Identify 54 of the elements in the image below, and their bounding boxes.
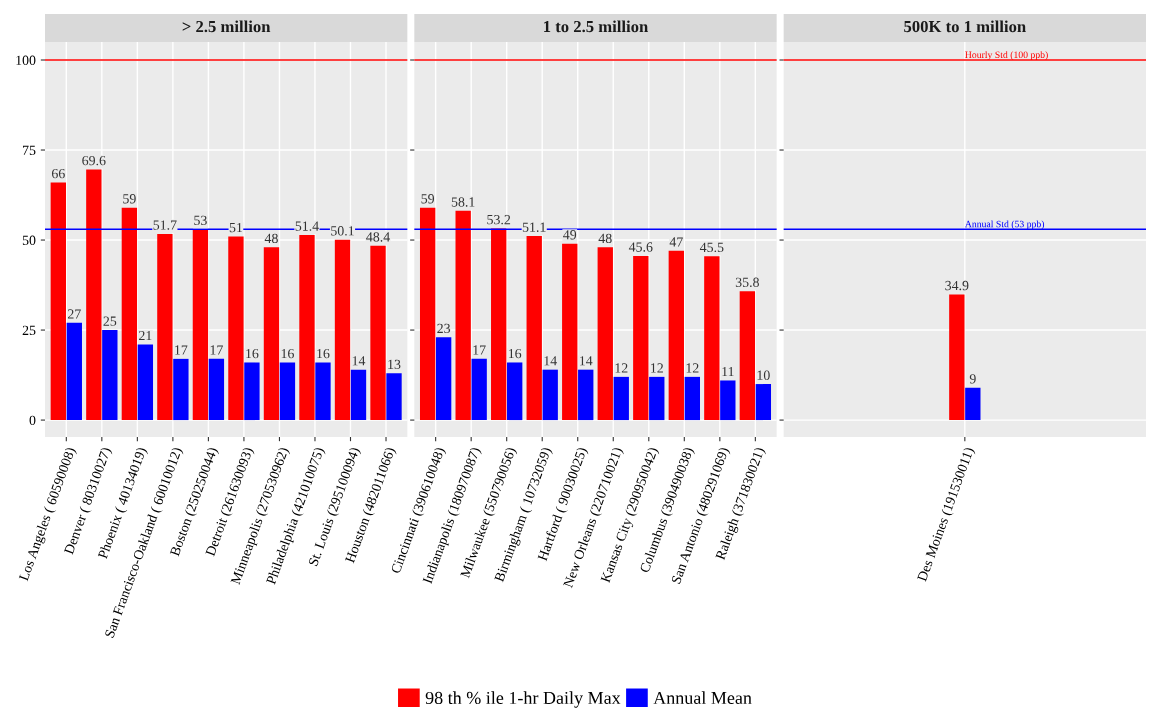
data-label: 53: [194, 215, 207, 226]
data-label: 25: [103, 316, 117, 326]
data-label: 13: [388, 359, 401, 370]
data-label: 35.8: [735, 277, 759, 288]
chart-title: 1 to 2.5 million: [544, 20, 649, 33]
data-label: 49: [563, 230, 577, 240]
data-label: 21: [139, 330, 152, 341]
data-label: 47: [669, 237, 683, 247]
y-tick-label: 50: [22, 235, 36, 245]
data-label: 48: [598, 233, 612, 244]
data-label: 58.1: [451, 197, 475, 207]
data-label: 59: [123, 194, 136, 204]
data-label: 16: [246, 348, 259, 359]
chart-title: 500K to 1 million: [904, 20, 1026, 33]
data-label: 48: [264, 233, 278, 244]
data-label: 53.2: [487, 214, 511, 225]
data-label: 17: [473, 345, 486, 355]
y-tick-label: 75: [23, 145, 36, 155]
data-label: 12: [651, 363, 663, 373]
data-label: 16: [281, 348, 294, 359]
legend-label: 98 th % ile 1-hr Daily Max: [425, 691, 621, 708]
y-tick-label: 100: [16, 55, 36, 65]
ref-line-label: Hourly Std (100 ppb): [965, 51, 1048, 60]
data-label: 17: [210, 345, 223, 355]
data-label: 66: [51, 168, 65, 179]
data-label: 14: [352, 356, 366, 366]
data-label: 27: [67, 309, 81, 319]
data-label: 48.4: [366, 232, 390, 242]
data-label: 12: [615, 363, 628, 373]
data-label: 9: [969, 374, 976, 384]
data-label: 12: [686, 363, 699, 373]
data-label: 16: [508, 348, 522, 359]
data-label: 10: [757, 370, 770, 380]
data-label: 45.5: [699, 242, 724, 253]
data-label: 69.6: [82, 155, 106, 166]
ref-line-label: Annual Std (53 ppb): [964, 220, 1045, 230]
data-label: 51.1: [522, 222, 546, 232]
data-label: 17: [175, 345, 188, 355]
y-tick-label: 0: [29, 415, 36, 426]
data-label: 59: [421, 194, 435, 204]
data-label: 51.4: [295, 221, 319, 231]
legend-label: Annual Mean: [653, 691, 752, 705]
chart-title: > 2.5 million: [182, 20, 271, 33]
data-label: 51.7: [153, 220, 177, 230]
data-label: 11: [722, 366, 734, 377]
data-label: 23: [437, 323, 451, 334]
data-label: 14: [544, 356, 557, 366]
data-label: 34.9: [945, 280, 969, 291]
data-label: 16: [317, 348, 330, 359]
data-label: 50.1: [331, 226, 354, 236]
y-tick-label: 25: [22, 325, 36, 336]
data-label: 45.6: [628, 242, 653, 252]
data-label: 51: [229, 222, 243, 233]
data-label: 14: [580, 356, 593, 366]
